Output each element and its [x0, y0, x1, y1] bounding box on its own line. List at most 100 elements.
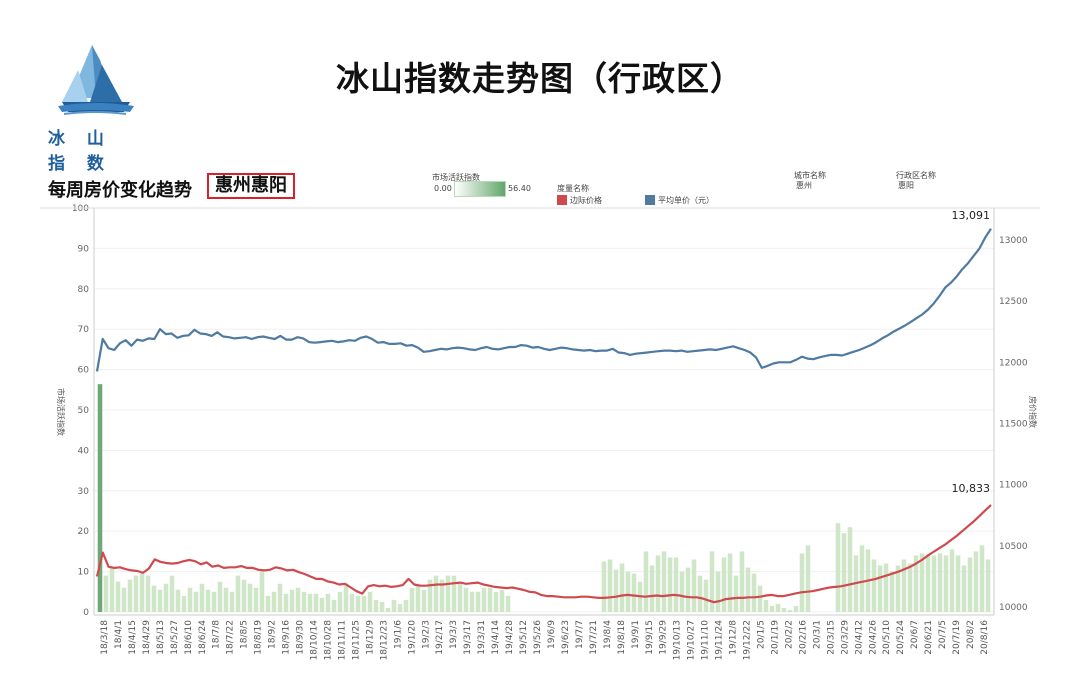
x-tick-label: 20/2/2: [785, 620, 795, 649]
x-tick-label: 19/5/12: [519, 620, 529, 655]
activity-bar: [709, 551, 715, 612]
x-tick-label: 18/8/19: [254, 620, 264, 655]
activity-bar: [121, 587, 127, 612]
x-tick-label: 20/5/24: [896, 620, 906, 655]
activity-bar: [205, 589, 211, 612]
activity-bar: [259, 571, 265, 612]
x-tick-label: 20/7/5: [938, 620, 948, 649]
activity-bar: [253, 587, 259, 612]
x-tick-label: 18/10/28: [324, 620, 334, 661]
activity-bar: [649, 565, 655, 612]
logo-text: 冰 山 指 数: [48, 129, 112, 174]
x-tick-label: 19/3/17: [463, 620, 473, 655]
activity-bar: [691, 559, 697, 612]
activity-bar: [961, 565, 967, 612]
chart-title: 每周房价变化趋势: [48, 180, 192, 201]
district-value: 惠阳: [898, 181, 914, 190]
activity-bar: [379, 601, 385, 612]
x-tick-label: 18/4/15: [128, 620, 138, 655]
activity-bar: [625, 571, 631, 612]
x-tick-label: 18/5/27: [170, 620, 180, 655]
x-tick-label: 19/7/21: [589, 620, 599, 655]
activity-bar: [391, 599, 397, 612]
activity-bar: [325, 593, 331, 612]
x-tick-label: 18/4/1: [114, 620, 124, 649]
left-tick-label: 50: [78, 406, 90, 416]
x-tick-label: 18/7/22: [226, 620, 236, 655]
activity-bar: [733, 575, 739, 612]
x-tick-label: 19/3/31: [477, 620, 487, 655]
left-tick-label: 30: [78, 487, 90, 497]
x-tick-label: 18/10/14: [310, 620, 320, 661]
gridlines: [94, 207, 994, 613]
activity-bar: [307, 593, 313, 612]
x-tick-label: 19/4/28: [505, 620, 515, 655]
x-tick-label: 19/8/18: [617, 620, 627, 655]
activity-bar: [397, 603, 403, 612]
activity-legend-max: 56.40: [508, 184, 531, 193]
activity-bar: [97, 384, 103, 612]
activity-bar: [613, 569, 619, 612]
x-tick-label: 20/5/10: [882, 620, 892, 655]
right-axis-title: 房价指数: [1028, 396, 1038, 428]
activity-bar: [331, 599, 337, 612]
activity-bar: [877, 565, 883, 612]
activity-bar: [907, 563, 913, 612]
activity-bar: [973, 551, 979, 612]
activity-bar: [283, 593, 289, 612]
legend-avg-price: 平均单价（元）: [658, 196, 714, 205]
activity-bar: [241, 579, 247, 612]
x-tick-label: 18/4/29: [142, 620, 152, 655]
right-axis-ticks: 10000 10500 11000 11500 12000 12500 13000: [999, 236, 1028, 613]
right-tick-label: 12000: [999, 358, 1028, 368]
activity-bar: [493, 591, 499, 612]
activity-bar: [421, 589, 427, 612]
activity-bar: [751, 573, 757, 612]
x-tick-label: 19/12/22: [743, 620, 753, 660]
activity-bar: [445, 575, 451, 612]
x-tick-label: 19/6/23: [561, 620, 571, 655]
activity-bar: [895, 565, 901, 612]
x-tick-label: 18/11/25: [351, 620, 361, 660]
activity-bar: [643, 551, 649, 612]
x-tick-label: 18/8/5: [240, 620, 250, 649]
x-tick-label: 19/2/17: [435, 620, 445, 655]
activity-bar: [181, 595, 187, 612]
activity-bar: [265, 595, 271, 612]
x-tick-label: 18/9/2: [268, 620, 278, 649]
activity-legend-min: 0.00: [434, 184, 452, 193]
activity-bar: [277, 583, 283, 612]
x-tick-label: 20/8/2: [966, 620, 976, 649]
activity-bar: [175, 589, 181, 612]
x-tick-label: 18/5/13: [156, 620, 166, 655]
activity-bar: [721, 557, 727, 612]
activity-bar: [115, 581, 121, 612]
activity-bar: [289, 589, 295, 612]
activity-bar: [967, 557, 973, 612]
activity-bar: [301, 591, 307, 612]
activity-bar: [217, 581, 223, 612]
activity-bar: [157, 589, 163, 612]
activity-bar: [337, 591, 343, 612]
activity-bar: [949, 549, 955, 612]
x-tick-label: 18/11/11: [338, 620, 348, 660]
avg-price-end-label: 13,091: [952, 209, 991, 222]
activity-bar: [727, 553, 733, 612]
activity-bar: [805, 545, 811, 612]
activity-bar: [385, 607, 391, 612]
activity-bar: [793, 605, 799, 612]
activity-bar: [619, 563, 625, 612]
right-tick-label: 10000: [999, 603, 1028, 613]
x-tick-label: 18/3/18: [100, 620, 110, 655]
activity-bar: [925, 555, 931, 612]
x-tick-label: 19/11/24: [715, 620, 725, 661]
left-tick-label: 60: [78, 366, 90, 376]
activity-bar: [673, 557, 679, 612]
activity-bar: [409, 587, 415, 612]
activity-bar: [655, 555, 661, 612]
x-tick-label: 18/6/10: [184, 620, 194, 655]
x-tick-label: 19/2/3: [421, 620, 431, 649]
activity-bar: [295, 587, 301, 612]
x-tick-label: 20/6/21: [924, 620, 934, 655]
activity-bar: [373, 599, 379, 612]
